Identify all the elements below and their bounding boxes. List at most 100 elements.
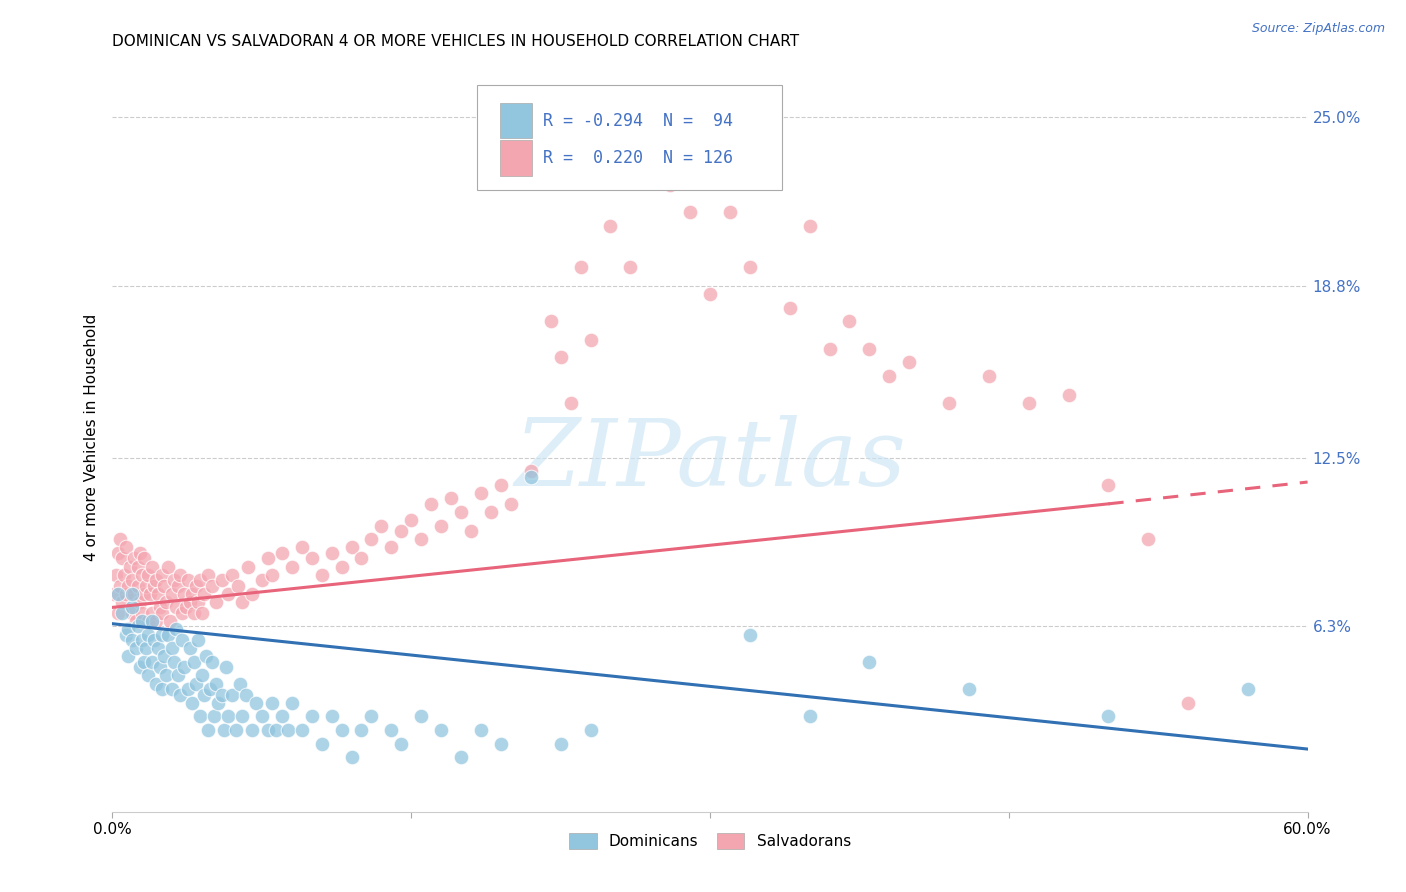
Point bbox=[121, 606, 143, 620]
Point bbox=[450, 505, 472, 519]
Point bbox=[125, 641, 148, 656]
Point bbox=[257, 551, 280, 566]
Point bbox=[115, 541, 138, 555]
Point bbox=[121, 633, 143, 648]
Point bbox=[105, 567, 128, 582]
Point bbox=[240, 723, 263, 737]
Point bbox=[187, 595, 209, 609]
Point bbox=[245, 696, 267, 710]
Text: Source: ZipAtlas.com: Source: ZipAtlas.com bbox=[1251, 22, 1385, 36]
Point bbox=[301, 551, 323, 566]
Point bbox=[149, 600, 172, 615]
Point bbox=[107, 606, 129, 620]
Point bbox=[131, 614, 153, 628]
Point bbox=[738, 260, 761, 274]
Point bbox=[129, 546, 152, 560]
Point bbox=[107, 546, 129, 560]
Point bbox=[162, 641, 183, 656]
Point bbox=[411, 709, 433, 723]
Point bbox=[217, 587, 239, 601]
Point bbox=[340, 750, 363, 764]
Point bbox=[440, 491, 463, 506]
Point bbox=[389, 524, 412, 538]
Point bbox=[111, 551, 134, 566]
Point bbox=[127, 578, 149, 592]
Point bbox=[150, 606, 173, 620]
Point bbox=[301, 709, 323, 723]
Point bbox=[420, 497, 443, 511]
Point bbox=[150, 567, 173, 582]
Point bbox=[1137, 533, 1160, 547]
Point bbox=[229, 676, 252, 690]
Point bbox=[311, 737, 333, 751]
Point bbox=[177, 682, 200, 697]
Point bbox=[211, 688, 233, 702]
Point bbox=[183, 606, 205, 620]
Point bbox=[659, 178, 682, 192]
Point bbox=[489, 477, 512, 491]
Point bbox=[172, 606, 194, 620]
Point bbox=[201, 578, 224, 592]
Point bbox=[134, 587, 156, 601]
Point bbox=[186, 676, 208, 690]
Point bbox=[360, 533, 382, 547]
Point bbox=[131, 606, 153, 620]
Point bbox=[179, 595, 201, 609]
Text: ZIPatlas: ZIPatlas bbox=[515, 415, 905, 505]
Point bbox=[957, 682, 980, 697]
Point bbox=[155, 668, 177, 682]
Point bbox=[380, 723, 402, 737]
Point bbox=[145, 676, 167, 690]
FancyBboxPatch shape bbox=[499, 140, 531, 176]
Point bbox=[898, 355, 921, 369]
Point bbox=[225, 723, 247, 737]
Point bbox=[117, 649, 139, 664]
Point bbox=[114, 567, 135, 582]
Point bbox=[177, 573, 200, 587]
Point bbox=[779, 301, 801, 315]
Point bbox=[172, 633, 194, 648]
Point bbox=[479, 505, 502, 519]
Point bbox=[260, 567, 283, 582]
Point bbox=[129, 595, 152, 609]
Point bbox=[470, 486, 492, 500]
Point bbox=[193, 587, 215, 601]
Point bbox=[277, 723, 299, 737]
Point bbox=[799, 219, 821, 233]
Point bbox=[120, 559, 142, 574]
Point bbox=[858, 342, 880, 356]
Point bbox=[221, 688, 243, 702]
Point bbox=[135, 578, 157, 592]
Point bbox=[188, 709, 211, 723]
Point bbox=[125, 614, 148, 628]
Point bbox=[173, 660, 195, 674]
Point bbox=[181, 696, 204, 710]
Point bbox=[135, 641, 157, 656]
Point bbox=[257, 723, 280, 737]
Point bbox=[111, 595, 134, 609]
Point bbox=[191, 668, 214, 682]
Point bbox=[198, 682, 221, 697]
Point bbox=[330, 559, 353, 574]
Point bbox=[205, 676, 228, 690]
FancyBboxPatch shape bbox=[499, 103, 531, 138]
Point bbox=[489, 737, 512, 751]
Point bbox=[162, 682, 183, 697]
Point bbox=[157, 627, 180, 641]
Point bbox=[141, 614, 163, 628]
Point bbox=[311, 567, 333, 582]
Point bbox=[560, 396, 582, 410]
Point bbox=[145, 573, 167, 587]
Point bbox=[250, 573, 273, 587]
Point bbox=[197, 723, 219, 737]
Point bbox=[149, 660, 172, 674]
Point bbox=[550, 350, 572, 364]
Point bbox=[579, 334, 602, 348]
Point bbox=[212, 723, 235, 737]
Point bbox=[167, 668, 190, 682]
Point bbox=[157, 559, 180, 574]
Point bbox=[1237, 682, 1260, 697]
Point bbox=[291, 723, 314, 737]
Point bbox=[165, 600, 187, 615]
Point bbox=[148, 641, 170, 656]
